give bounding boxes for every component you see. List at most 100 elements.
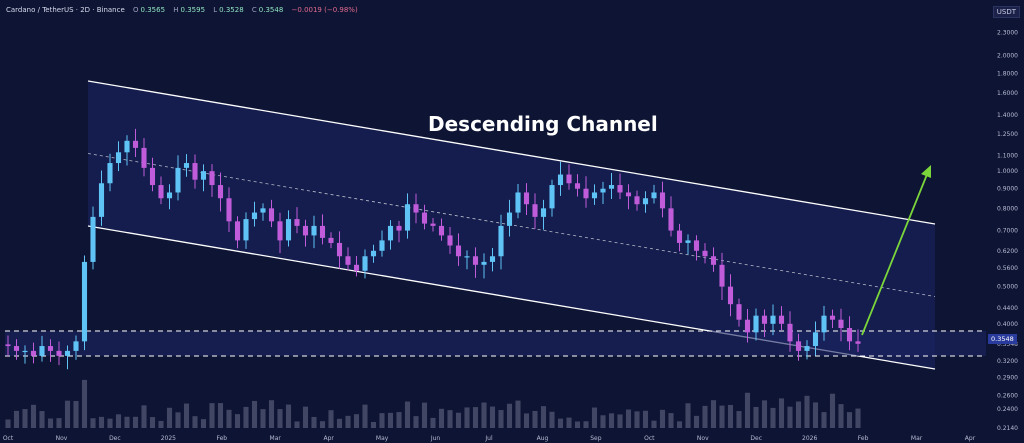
candle-body: [149, 167, 156, 186]
volume-bar: [234, 414, 241, 428]
volume-bar: [659, 409, 666, 428]
candle-body: [727, 286, 734, 305]
volume-bar: [651, 420, 657, 428]
price-axis[interactable]: 2.3000 2.0000 1.8000 1.6000 1.4000 1.2500 1.10…: [997, 29, 1018, 432]
y-tick-label: 0.7000: [997, 228, 1018, 235]
volume-bar: [294, 421, 300, 428]
channel-midline: [87, 153, 936, 297]
candle-body: [39, 346, 45, 356]
volume-bar: [73, 400, 79, 428]
candle-body: [693, 240, 700, 251]
volume-bar: [251, 400, 258, 428]
volume-bar: [430, 417, 436, 428]
x-tick-label: Mar: [911, 435, 923, 442]
candle-body: [200, 171, 207, 180]
volume-bar: [557, 418, 564, 428]
candle-body: [489, 256, 496, 262]
y-tick-label: 1.4000: [997, 112, 1018, 119]
candle-body: [260, 208, 266, 213]
volume-bar: [506, 403, 513, 428]
volume-bar: [829, 393, 836, 428]
volume-bar: [39, 411, 45, 428]
volume-bar: [464, 407, 470, 428]
candle-body: [175, 167, 181, 193]
candle-body: [226, 198, 232, 222]
volume-bar: [285, 404, 292, 428]
candle-body: [166, 192, 173, 199]
channel-upper-line: [87, 80, 936, 225]
projection-arrow-line: [861, 171, 929, 336]
candle-body: [506, 212, 513, 226]
symbol-name[interactable]: Cardano / TetherUS · 2D · Binance: [6, 6, 125, 14]
volume-bar: [710, 400, 717, 428]
x-tick-label: 2025: [161, 435, 176, 442]
volume-bar: [192, 416, 198, 428]
candle-body: [396, 225, 402, 231]
volume-bar: [549, 411, 555, 428]
y-tick-label: 0.3200: [997, 358, 1018, 365]
volume-bar: [472, 407, 479, 428]
volume-bar: [166, 407, 173, 428]
x-tick-label: Aug: [537, 435, 549, 442]
y-tick-label: 0.5600: [997, 265, 1018, 272]
volume-bar: [217, 403, 224, 428]
candle-body: [302, 225, 309, 236]
candle-body: [574, 183, 581, 189]
candle-body: [132, 140, 139, 148]
volume-bar: [489, 406, 496, 428]
candle-body: [5, 344, 11, 347]
volume-bar: [64, 400, 71, 428]
candle-body: [336, 242, 343, 257]
volume-bar: [838, 404, 844, 428]
time-axis[interactable]: Oct Nov Dec 2025 Feb Mar Apr May Jun Jul Aug Sep Oct…: [3, 435, 976, 442]
volume-bar: [132, 416, 139, 428]
y-tick-label: 2.3000: [997, 29, 1018, 36]
volume-bar: [634, 411, 640, 428]
candle-body: [81, 261, 88, 342]
volume-bar: [455, 412, 462, 428]
x-tick-label: Oct: [644, 435, 655, 442]
volume-bar: [5, 419, 11, 428]
candle-body: [447, 235, 453, 246]
candle-body: [311, 225, 317, 236]
volume-bar: [362, 404, 368, 428]
price-scale-unit-button[interactable]: USDT: [992, 6, 1020, 18]
volume-bar: [183, 403, 190, 428]
volume-bar: [583, 421, 589, 428]
x-tick-label: Sep: [590, 435, 602, 442]
candle-body: [421, 212, 428, 224]
candle-body: [30, 350, 37, 356]
candle-body: [98, 183, 105, 217]
candle-body: [404, 204, 411, 231]
volume-bar: [685, 403, 691, 428]
candle-body: [379, 240, 385, 251]
volume-bar: [379, 413, 385, 428]
volume-bar: [642, 410, 649, 428]
y-tick-label: 0.6200: [997, 248, 1018, 255]
volume-bar: [22, 409, 28, 428]
candle-body: [64, 350, 71, 356]
volume-bar: [812, 402, 819, 428]
volume-bar: [668, 413, 674, 428]
volume-bar: [617, 414, 623, 428]
candle-body: [634, 196, 640, 205]
candle-body: [659, 192, 666, 209]
candle-body: [183, 163, 190, 168]
candle-body: [557, 174, 564, 186]
volume-bar: [302, 406, 309, 428]
y-tick-label: 0.4000: [997, 321, 1018, 328]
x-tick-label: Feb: [216, 435, 227, 442]
volume-bar: [421, 402, 428, 428]
candle-body: [719, 264, 725, 287]
candle-body: [319, 225, 326, 238]
candle-body: [625, 192, 632, 197]
symbol-legend[interactable]: Cardano / TetherUS · 2D · Binance O 0.356…: [6, 6, 358, 14]
x-tick-label: Dec: [750, 435, 762, 442]
x-tick-label: Nov: [56, 435, 68, 442]
volume-bar: [413, 416, 419, 428]
candle-body: [591, 192, 598, 199]
volume-bar: [532, 410, 538, 428]
y-tick-label: 1.0000: [997, 168, 1018, 175]
